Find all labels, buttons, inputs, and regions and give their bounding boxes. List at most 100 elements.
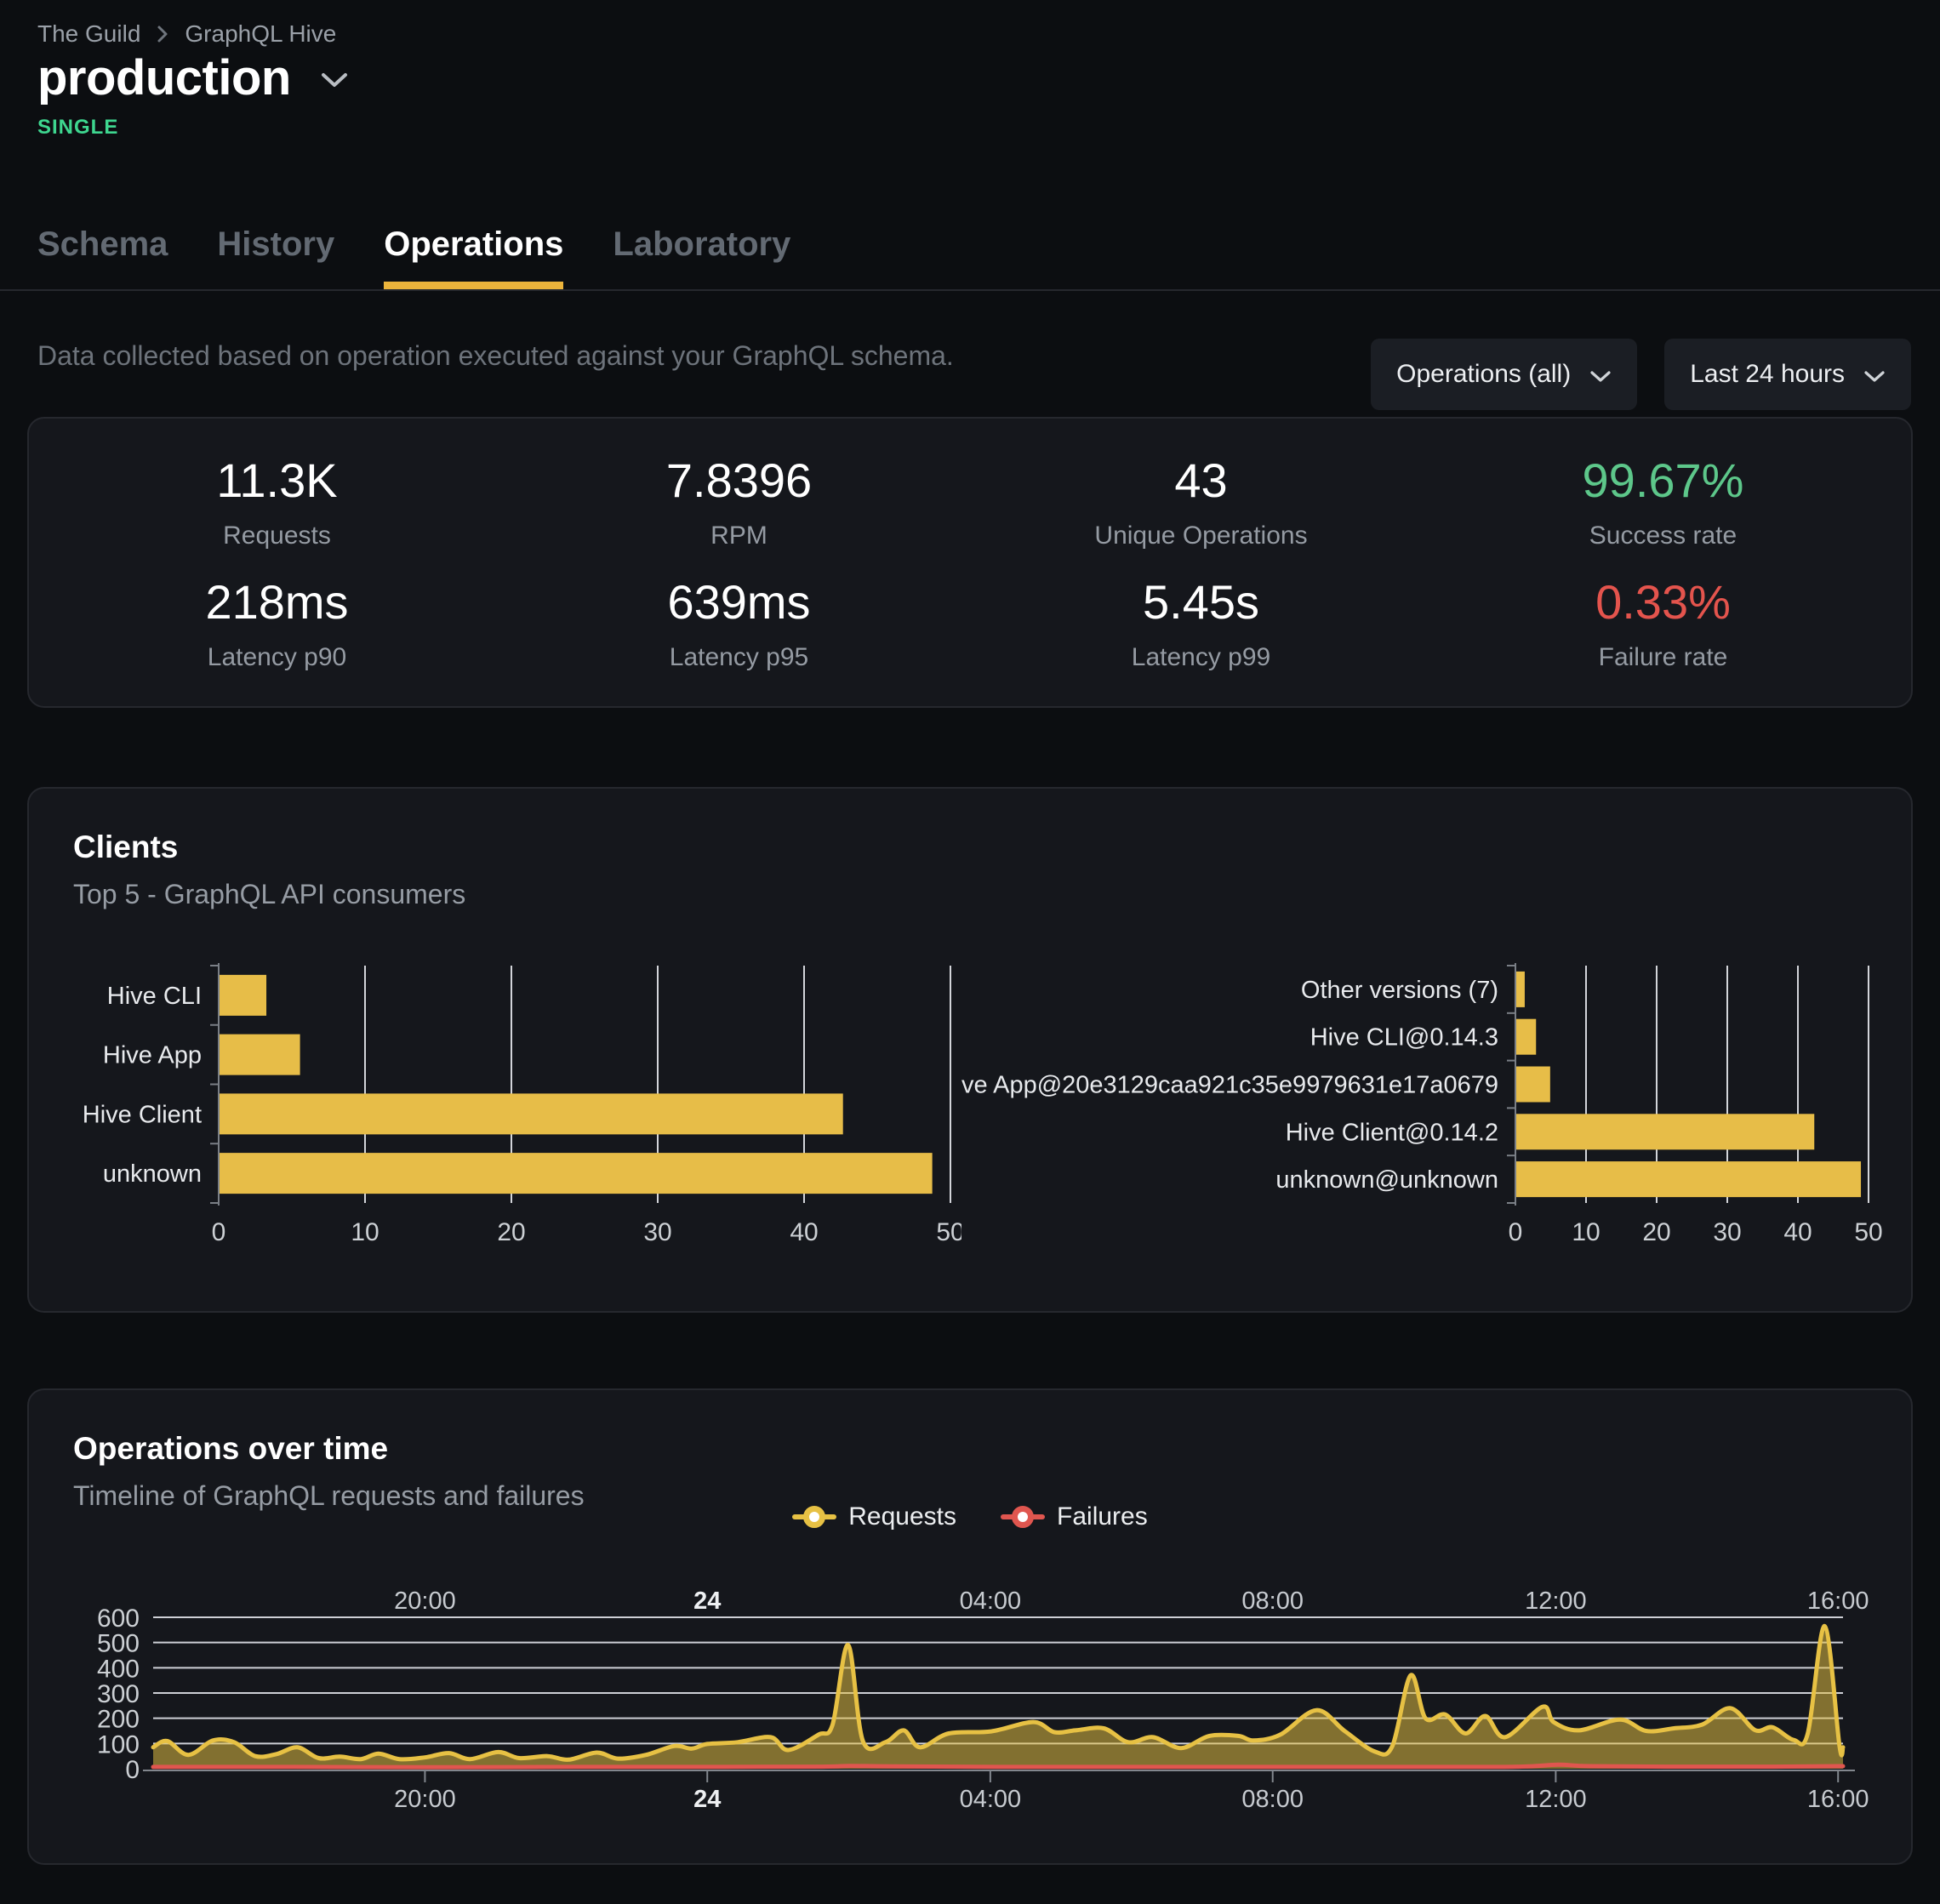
tab-schema[interactable]: Schema <box>37 225 168 289</box>
stat-label: RPM <box>710 522 767 550</box>
page-title: production <box>37 50 291 105</box>
stat-success-rate: 99.67% Success rate <box>1432 453 1894 550</box>
stat-label: Success rate <box>1589 522 1737 550</box>
stat-rpm: 7.8396 RPM <box>508 453 970 550</box>
tab-label: Schema <box>37 225 168 263</box>
breadcrumb: The Guild GraphQL Hive <box>37 20 336 48</box>
chevron-down-icon <box>1589 362 1612 390</box>
stat-label: Unique Operations <box>1094 522 1308 550</box>
svg-text:30: 30 <box>643 1218 671 1246</box>
filters: Operations (all) Last 24 hours <box>1371 339 1911 410</box>
svg-text:500: 500 <box>97 1630 140 1658</box>
svg-text:08:00: 08:00 <box>1241 1588 1304 1615</box>
stat-value: 11.3K <box>216 453 338 507</box>
svg-text:Hive App: Hive App <box>103 1042 202 1069</box>
svg-text:400: 400 <box>97 1655 140 1683</box>
stat-latency-p90: 218ms Latency p90 <box>46 574 508 672</box>
svg-text:20: 20 <box>1642 1218 1670 1246</box>
svg-text:16:00: 16:00 <box>1807 1786 1869 1813</box>
tab-bar: Schema History Operations Laboratory <box>0 167 1940 291</box>
stat-label: Latency p99 <box>1131 643 1271 671</box>
operations-over-time-card: Operations over time Timeline of GraphQL… <box>27 1388 1913 1865</box>
legend-marker-icon <box>792 1506 837 1528</box>
tab-label: Operations <box>384 225 564 263</box>
period-filter-dropdown[interactable]: Last 24 hours <box>1664 339 1911 410</box>
stats-summary-card: 11.3K Requests 7.8396 RPM 43 Unique Operation… <box>27 417 1913 708</box>
target-mode-badge: SINGLE <box>37 116 119 139</box>
timeline-card-title: Operations over time <box>73 1431 389 1466</box>
stat-label: Failure rate <box>1598 643 1728 671</box>
svg-text:04:00: 04:00 <box>960 1786 1022 1813</box>
svg-text:300: 300 <box>97 1680 140 1708</box>
timeline-legend: Requests Failures <box>29 1502 1911 1531</box>
svg-text:Hive CLI@0.14.3: Hive CLI@0.14.3 <box>1310 1024 1498 1052</box>
target-title-row: production <box>37 49 349 106</box>
chevron-down-icon <box>1863 362 1886 390</box>
tab-laboratory[interactable]: Laboratory <box>613 225 790 289</box>
stat-value: 218ms <box>205 575 349 629</box>
svg-text:08:00: 08:00 <box>1241 1786 1304 1813</box>
legend-item-requests[interactable]: Requests <box>792 1502 956 1531</box>
svg-text:10: 10 <box>351 1218 379 1246</box>
svg-text:12:00: 12:00 <box>1525 1588 1587 1615</box>
legend-dot <box>803 1506 826 1528</box>
operations-filter-label: Operations (all) <box>1396 360 1572 388</box>
page-description: Data collected based on operation execut… <box>37 340 954 371</box>
period-filter-label: Last 24 hours <box>1690 360 1845 388</box>
stat-value: 0.33% <box>1595 575 1731 629</box>
svg-text:unknown@unknown: unknown@unknown <box>1275 1166 1498 1194</box>
stat-unique-operations: 43 Unique Operations <box>970 453 1432 550</box>
stat-label: Requests <box>223 522 331 550</box>
clients-card-subtitle: Top 5 - GraphQL API consumers <box>73 879 466 909</box>
svg-text:16:00: 16:00 <box>1807 1588 1869 1615</box>
svg-text:04:00: 04:00 <box>960 1588 1022 1615</box>
stat-requests: 11.3K Requests <box>46 453 508 550</box>
tab-label: Laboratory <box>613 225 791 263</box>
breadcrumb-item-the-guild[interactable]: The Guild <box>37 20 141 47</box>
svg-text:600: 600 <box>97 1605 140 1633</box>
legend-dot <box>1012 1506 1035 1528</box>
legend-label: Failures <box>1057 1502 1148 1531</box>
svg-text:20: 20 <box>497 1218 525 1246</box>
svg-text:100: 100 <box>97 1730 140 1759</box>
svg-text:20:00: 20:00 <box>394 1786 456 1813</box>
svg-text:40: 40 <box>1783 1218 1812 1246</box>
operations-filter-dropdown[interactable]: Operations (all) <box>1371 339 1638 410</box>
stat-label: Latency p95 <box>669 643 809 671</box>
tab-history[interactable]: History <box>217 225 334 289</box>
svg-text:Hive CLI: Hive CLI <box>107 983 202 1010</box>
svg-text:12:00: 12:00 <box>1525 1786 1587 1813</box>
stat-value: 639ms <box>667 575 811 629</box>
clients-card: Clients Top 5 - GraphQL API consumers 0 1… <box>27 787 1913 1313</box>
chevron-down-icon[interactable] <box>320 71 349 94</box>
stat-label: Latency p90 <box>207 643 347 671</box>
active-tab-underline <box>384 282 564 289</box>
svg-text:30: 30 <box>1713 1218 1741 1246</box>
timeline-card-subtitle: Timeline of GraphQL requests and failure… <box>73 1480 585 1511</box>
chevron-right-icon <box>156 24 169 44</box>
legend-marker-icon <box>1001 1506 1046 1528</box>
svg-text:50: 50 <box>936 1218 961 1246</box>
svg-text:Hive Client@0.14.2: Hive Client@0.14.2 <box>1286 1119 1498 1146</box>
svg-text:unknown: unknown <box>103 1160 202 1188</box>
svg-text:Other versions (7): Other versions (7) <box>1301 977 1498 1004</box>
stat-value: 5.45s <box>1143 575 1259 629</box>
stat-value: 99.67% <box>1582 453 1744 507</box>
clients-card-title: Clients <box>73 829 179 864</box>
legend-label: Requests <box>848 1502 957 1531</box>
svg-text:200: 200 <box>97 1706 140 1734</box>
svg-text:Hive App@20e3129caa921c35e9979: Hive App@20e3129caa921c35e9979631e17a067… <box>961 1072 1498 1099</box>
tab-label: History <box>217 225 335 263</box>
svg-text:0: 0 <box>125 1756 140 1784</box>
tab-operations[interactable]: Operations <box>384 225 564 289</box>
svg-text:20:00: 20:00 <box>394 1588 456 1615</box>
svg-text:24: 24 <box>693 1786 721 1813</box>
svg-text:0: 0 <box>1509 1218 1523 1246</box>
breadcrumb-item-graphql-hive[interactable]: GraphQL Hive <box>185 20 337 47</box>
legend-item-failures[interactable]: Failures <box>1001 1502 1148 1531</box>
stat-failure-rate: 0.33% Failure rate <box>1432 574 1894 672</box>
svg-text:24: 24 <box>693 1588 721 1615</box>
stat-value: 7.8396 <box>665 453 813 507</box>
svg-text:50: 50 <box>1854 1218 1882 1246</box>
